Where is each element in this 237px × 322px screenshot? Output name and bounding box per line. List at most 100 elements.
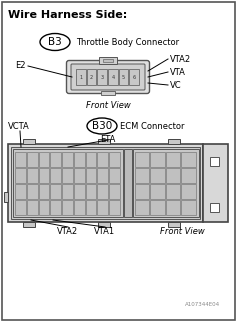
Text: VTA: VTA [170,68,186,77]
Bar [182,184,196,199]
Text: 4: 4 [111,74,114,80]
Bar [135,184,150,199]
Bar [87,69,96,85]
Bar [11,147,200,219]
Bar [74,168,85,183]
Text: 5: 5 [122,74,125,80]
Bar [74,152,85,167]
Bar [23,139,35,144]
Bar [50,200,61,215]
Bar [109,168,120,183]
Text: 6: 6 [133,74,136,80]
Bar [27,168,37,183]
Bar [39,152,49,167]
Bar [108,69,118,85]
Bar [27,152,37,167]
Bar [168,222,180,227]
Bar [15,184,26,199]
Bar [86,200,96,215]
Bar [166,152,181,167]
Text: VC: VC [170,80,182,90]
Bar [86,184,96,199]
Text: B3: B3 [48,37,62,47]
Text: Wire Harness Side:: Wire Harness Side: [8,10,127,20]
Bar [124,149,132,217]
Bar [15,152,26,167]
Bar [166,200,181,215]
Text: E2: E2 [15,61,26,70]
Bar [97,69,107,85]
Bar [62,184,73,199]
Bar [76,69,86,85]
Bar [150,152,165,167]
Bar [15,200,26,215]
Bar [182,168,196,183]
Text: ECM Connector: ECM Connector [120,121,184,130]
Bar [182,200,196,215]
Bar [23,222,35,227]
Bar [135,152,150,167]
Bar [86,168,96,183]
Bar [62,152,73,167]
Bar [97,200,108,215]
Bar [13,149,123,217]
Bar [129,69,139,85]
Text: VCTA: VCTA [8,121,30,130]
Text: ETA: ETA [100,135,116,144]
Bar [27,200,37,215]
Bar [150,168,165,183]
Bar [74,200,85,215]
Bar [39,200,49,215]
Bar [39,184,49,199]
Ellipse shape [40,33,70,51]
Bar [203,144,228,222]
Text: B30: B30 [92,121,112,131]
Text: Throttle Body Connector: Throttle Body Connector [76,37,179,46]
Bar [62,168,73,183]
Bar [210,157,219,166]
Text: 1: 1 [79,74,82,80]
Bar [150,200,165,215]
Bar [4,192,8,202]
Bar [27,184,37,199]
Bar [98,139,110,144]
Bar [182,152,196,167]
Bar [166,184,181,199]
Text: 3: 3 [100,74,104,80]
Bar [86,152,96,167]
Bar [101,91,115,95]
Bar [166,168,181,183]
Text: VTA2: VTA2 [57,227,78,236]
FancyBboxPatch shape [103,59,113,62]
Bar [50,184,61,199]
Text: A107344E04: A107344E04 [185,302,220,307]
Bar [74,184,85,199]
Ellipse shape [87,118,117,134]
Bar [98,222,110,227]
Text: VTA2: VTA2 [170,54,191,63]
Bar [109,184,120,199]
Bar [39,168,49,183]
Bar [168,139,180,144]
Bar [150,184,165,199]
Bar [119,69,128,85]
FancyBboxPatch shape [71,64,145,90]
Bar [50,152,61,167]
Text: Front View: Front View [86,101,130,110]
Bar [97,168,108,183]
Text: 2: 2 [90,74,93,80]
Bar [135,168,150,183]
Bar [8,144,203,222]
Bar [62,200,73,215]
Bar [109,200,120,215]
Bar [109,152,120,167]
Text: VTA1: VTA1 [94,227,116,236]
Bar [133,149,199,217]
Bar [135,200,150,215]
Bar [210,203,219,212]
Bar [97,152,108,167]
FancyBboxPatch shape [99,57,117,64]
FancyBboxPatch shape [67,61,150,93]
Text: Front View: Front View [160,227,205,236]
Bar [15,168,26,183]
